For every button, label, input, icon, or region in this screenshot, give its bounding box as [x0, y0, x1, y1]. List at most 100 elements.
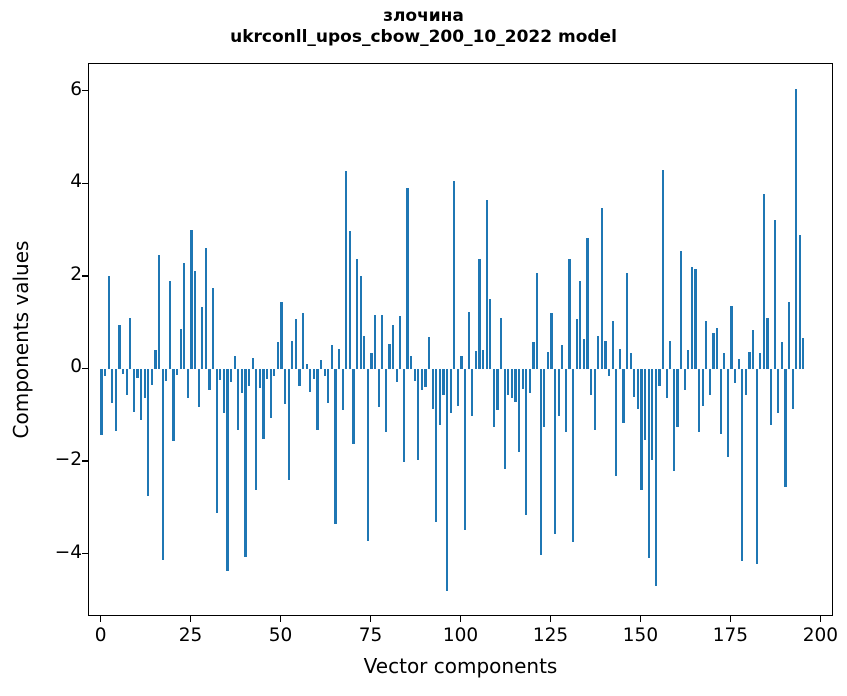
bar-series	[89, 64, 832, 615]
bar	[647, 369, 650, 559]
bar	[582, 339, 585, 370]
bar	[201, 306, 204, 370]
bar	[395, 369, 398, 383]
x-tick-mark	[549, 616, 552, 622]
bar	[485, 200, 488, 370]
bar	[697, 369, 701, 432]
bar	[348, 230, 352, 370]
bar	[528, 369, 531, 393]
bar	[428, 337, 431, 370]
bar	[687, 349, 690, 370]
bar	[611, 320, 614, 370]
bar	[165, 369, 168, 381]
x-tick-mark	[99, 616, 102, 622]
bar	[384, 369, 387, 432]
bar	[604, 340, 607, 370]
bar	[392, 325, 395, 370]
bar	[366, 369, 369, 541]
y-tick-mark	[82, 182, 88, 184]
bar	[586, 237, 589, 370]
bar	[114, 369, 118, 431]
bar	[683, 369, 686, 391]
bar	[215, 369, 218, 513]
x-tick-label: 150	[622, 625, 659, 646]
bar	[802, 337, 805, 370]
bar	[474, 350, 477, 370]
y-tick-label: 0	[70, 356, 82, 378]
x-tick-mark	[459, 616, 462, 622]
bar	[161, 369, 164, 561]
bar	[496, 369, 499, 411]
bar	[690, 266, 693, 370]
bar	[435, 369, 438, 523]
bar	[309, 369, 312, 392]
bar	[730, 305, 733, 370]
bar	[744, 369, 747, 395]
bar	[291, 340, 294, 370]
y-tick-label: 2	[70, 263, 82, 285]
bar	[122, 369, 125, 375]
bar	[302, 312, 305, 370]
bar	[154, 349, 157, 370]
bar	[593, 369, 596, 430]
bar	[676, 369, 679, 428]
bar	[510, 369, 513, 399]
bar	[118, 324, 121, 370]
bar	[463, 369, 467, 531]
bar	[140, 369, 143, 421]
bar	[553, 369, 557, 534]
bar	[305, 363, 308, 370]
bar	[413, 369, 416, 381]
bar	[507, 369, 510, 395]
bar	[597, 336, 600, 370]
bar	[755, 369, 758, 564]
bar	[733, 369, 737, 384]
bar	[190, 229, 193, 370]
bar	[521, 369, 524, 389]
x-tick-mark	[279, 616, 282, 622]
bar	[503, 369, 506, 469]
bar	[658, 369, 661, 386]
bar	[589, 369, 593, 395]
bar	[715, 327, 719, 370]
bar	[204, 248, 208, 370]
y-tick-mark	[82, 460, 88, 462]
bar	[766, 317, 769, 370]
bar	[251, 357, 254, 370]
bar	[532, 341, 535, 370]
bar	[258, 369, 262, 388]
bar	[316, 369, 319, 430]
bar	[276, 341, 280, 370]
bar	[701, 369, 704, 406]
x-tick-label: 175	[712, 625, 749, 646]
plot-axes	[88, 63, 833, 616]
bar	[661, 169, 665, 370]
bar	[737, 359, 740, 370]
bar	[471, 369, 474, 416]
bar	[600, 208, 603, 370]
x-tick-label: 75	[358, 625, 383, 646]
bar	[773, 220, 776, 370]
bar	[672, 369, 675, 472]
x-tick-mark	[639, 616, 642, 622]
bar	[748, 351, 751, 370]
bar	[424, 369, 427, 387]
bar	[622, 369, 625, 423]
bar	[762, 194, 765, 370]
bar	[759, 353, 762, 370]
bar	[222, 369, 226, 414]
bar	[705, 320, 708, 370]
bar	[197, 369, 200, 408]
bar	[550, 312, 553, 370]
y-tick-mark	[82, 90, 88, 92]
x-tick-label: 25	[178, 625, 203, 646]
bar	[489, 299, 492, 370]
bar	[791, 369, 794, 409]
bar	[798, 235, 801, 370]
bar	[442, 369, 445, 395]
bar	[410, 356, 413, 370]
y-axis-label: Components values	[9, 240, 33, 439]
bar	[212, 288, 215, 370]
bar	[338, 348, 341, 370]
bar	[402, 369, 405, 462]
